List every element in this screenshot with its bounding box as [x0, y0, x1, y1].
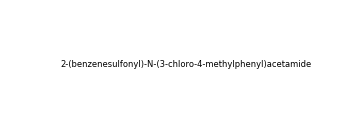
Text: 2-(benzenesulfonyl)-N-(3-chloro-4-methylphenyl)acetamide: 2-(benzenesulfonyl)-N-(3-chloro-4-methyl… [60, 60, 311, 69]
